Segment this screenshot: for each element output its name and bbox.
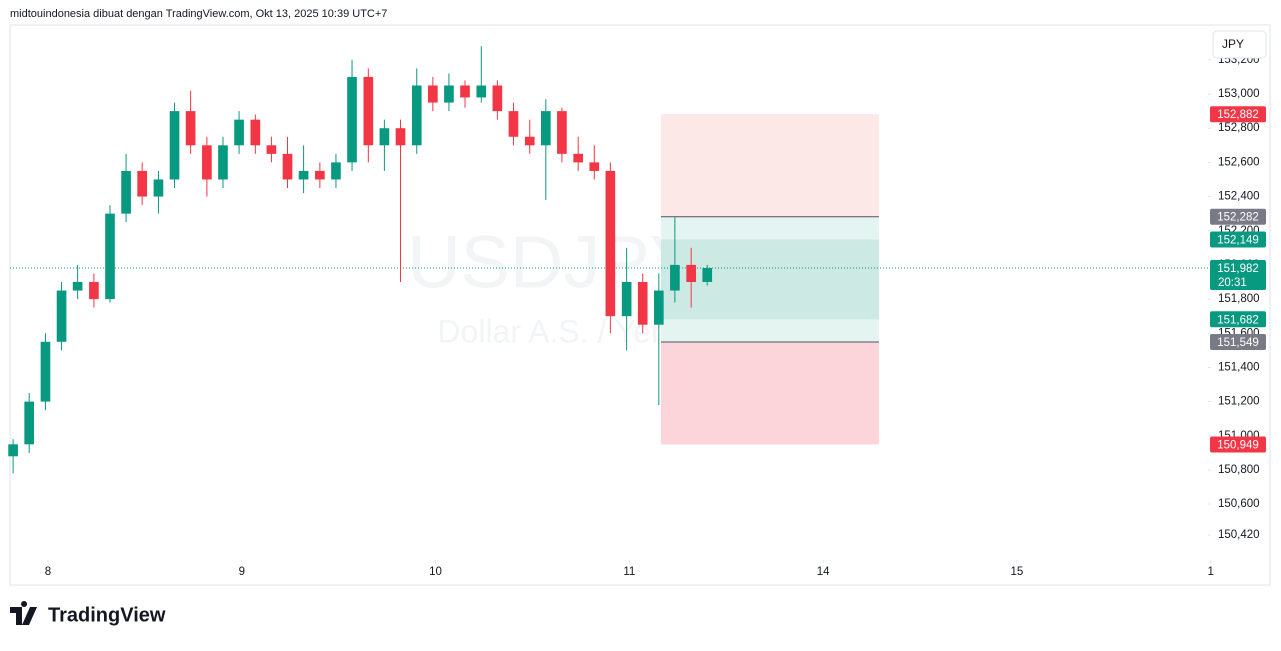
chart-frame: [9, 24, 1271, 586]
candle-body: [250, 119, 261, 146]
price-label-bg: [1210, 231, 1266, 248]
y-tick-label: 150,800: [1218, 464, 1260, 476]
position-zone: [660, 239, 879, 320]
candle-body: [56, 290, 67, 342]
price-label-bg: [1210, 436, 1266, 453]
candle-body: [331, 162, 341, 180]
last-price-bg: [1210, 259, 1266, 290]
candle-body: [492, 85, 503, 112]
y-tick-label: 151,200: [1218, 396, 1260, 408]
attribution: midtouindonesia dibuat dengan TradingVie…: [10, 8, 387, 20]
candle-body: [282, 153, 293, 180]
candle-body: [137, 170, 147, 197]
price-label: 152,882: [1217, 109, 1259, 121]
candle-body: [702, 267, 713, 282]
candle-body: [395, 128, 406, 146]
candle-body: [540, 111, 551, 146]
candle-body: [573, 153, 584, 163]
candle-body: [153, 179, 164, 197]
y-tick-label: 151,800: [1218, 293, 1260, 305]
candle-body: [347, 76, 357, 163]
candle-body: [72, 281, 83, 291]
x-tick-label: 15: [1011, 566, 1024, 578]
candle-body: [524, 136, 535, 146]
candle-body: [315, 170, 325, 180]
candle-body: [105, 213, 115, 300]
candle-body: [379, 128, 390, 146]
candle-body: [476, 85, 487, 98]
candle-body: [363, 76, 374, 146]
candle-body: [234, 119, 244, 146]
price-label-bg: [1210, 311, 1266, 328]
candle-body: [428, 85, 438, 103]
countdown: 20:31: [1218, 277, 1247, 289]
price-label: 152,282: [1217, 212, 1259, 224]
candle-body: [444, 85, 454, 103]
candle-body: [266, 145, 277, 154]
candle-body: [169, 111, 180, 180]
price-label: 151,549: [1217, 337, 1259, 349]
price-label-bg: [1210, 208, 1266, 225]
candle-body: [185, 111, 196, 146]
y-tick-label: 151,400: [1218, 361, 1260, 373]
y-tick-label: 152,400: [1218, 191, 1260, 203]
position-zone: [660, 114, 879, 217]
candle-body: [637, 281, 648, 325]
candle-body: [605, 170, 616, 317]
candle-body: [411, 85, 422, 146]
candle-body: [24, 401, 35, 445]
y-tick-label: 152,600: [1218, 156, 1260, 168]
price-label-bg: [1210, 333, 1266, 350]
x-tick-label: 11: [623, 566, 635, 578]
price-label: 152,149: [1217, 234, 1259, 246]
price-label: 151,682: [1217, 314, 1259, 326]
currency-label: JPY: [1222, 37, 1244, 51]
candle-body: [589, 162, 600, 171]
x-tick-label: 9: [239, 566, 245, 578]
x-tick-label: 8: [45, 566, 51, 578]
candle-body: [218, 145, 228, 180]
y-tick-label: 153,000: [1218, 88, 1260, 100]
candle-body: [298, 170, 309, 180]
candle-body: [121, 170, 131, 214]
logo-text: TradingView: [48, 604, 166, 626]
x-tick-label: 14: [817, 566, 830, 578]
y-tick-label: 152,800: [1218, 122, 1260, 134]
logo: TradingView: [10, 601, 166, 626]
candle-body: [686, 264, 696, 282]
x-tick-label: 1: [1208, 566, 1214, 578]
last-price-label: 151,982: [1217, 263, 1259, 275]
candle-body: [621, 281, 632, 317]
position-zone: [660, 341, 879, 445]
candle-body: [89, 281, 99, 300]
candle-body: [653, 290, 664, 325]
candle-body: [670, 264, 680, 291]
candle-body: [460, 85, 470, 98]
price-label: 150,949: [1217, 440, 1259, 452]
candle-body: [202, 145, 212, 180]
candle-body: [8, 444, 18, 457]
candle-body: [40, 341, 51, 402]
x-tick-label: 10: [429, 566, 442, 578]
logo-icon: [10, 601, 37, 625]
y-tick-label: 150,600: [1218, 498, 1260, 510]
candle-body: [557, 111, 567, 154]
price-label-bg: [1210, 106, 1266, 123]
currency-box[interactable]: [1212, 30, 1267, 59]
y-tick-label: 150,420: [1218, 529, 1260, 541]
candle-body: [508, 111, 519, 137]
